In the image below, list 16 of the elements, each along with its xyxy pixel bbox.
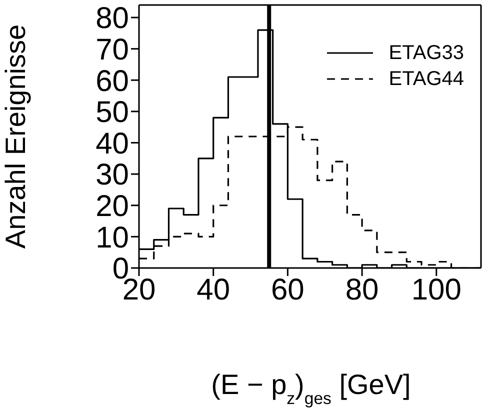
y-tick-label: 80 [96, 2, 129, 36]
x-tick-label: 40 [196, 273, 230, 306]
y-tick-label: 40 [96, 127, 129, 160]
y-tick-label: 20 [96, 190, 129, 224]
y-tick-label: 50 [96, 96, 129, 130]
x-tick-label: 60 [271, 273, 304, 306]
x-tick-label: 100 [411, 273, 462, 306]
legend-label: ETAG44 [388, 68, 464, 90]
y-tick-label: 30 [96, 158, 129, 192]
y-axis-title: Anzahl Ereignisse [0, 24, 31, 249]
x-tick-label: 80 [345, 273, 379, 306]
legend-label: ETAG33 [388, 42, 464, 64]
y-tick-label: 10 [96, 221, 129, 254]
x-axis-title: (E − p$_{z}$)$_{ges}$ [GeV] [211, 369, 411, 408]
y-tick-label: 60 [96, 64, 129, 98]
y-tick-label: 70 [96, 33, 129, 66]
